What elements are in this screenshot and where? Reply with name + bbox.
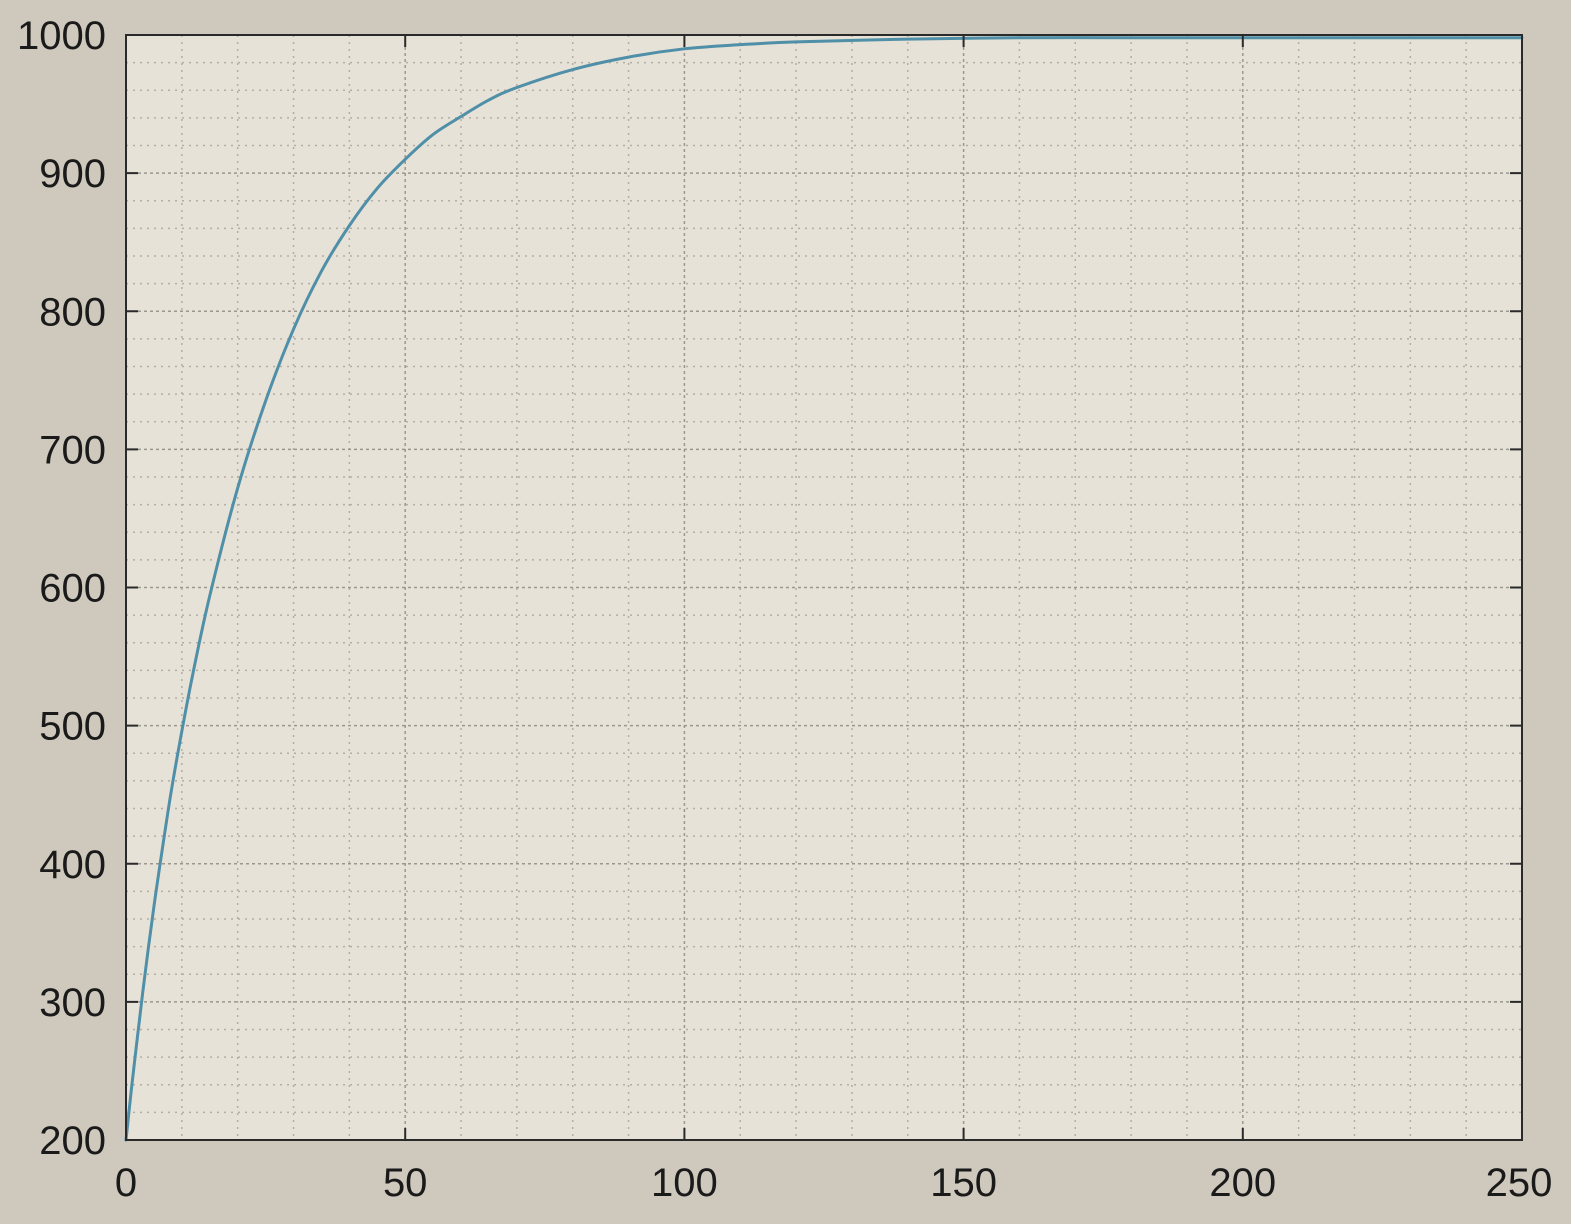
y-tick-label: 1000 <box>17 14 106 58</box>
y-tick-label: 900 <box>39 152 106 196</box>
x-tick-label: 250 <box>1486 1161 1553 1205</box>
tick-marks <box>125 34 1523 1141</box>
series-layer <box>124 36 1524 1142</box>
x-tick-label: 0 <box>115 1161 137 1205</box>
y-tick-label: 800 <box>39 290 106 334</box>
y-tick-label: 600 <box>39 567 106 611</box>
x-tick-label: 100 <box>651 1161 718 1205</box>
y-tick-label: 700 <box>39 428 106 472</box>
y-tick-labels: 200 300 400 500 600 700 800 900 1000 <box>17 14 106 1163</box>
x-tick-labels: 0 50 100 150 200 250 <box>115 1161 1553 1205</box>
minor-grid <box>126 35 1522 1140</box>
y-tick-label: 300 <box>39 981 106 1025</box>
y-tick-label: 400 <box>39 843 106 887</box>
y-tick-label: 500 <box>39 705 106 749</box>
x-tick-label: 50 <box>383 1161 428 1205</box>
x-tick-label: 150 <box>930 1161 997 1205</box>
x-tick-label: 200 <box>1209 1161 1276 1205</box>
y-tick-label: 200 <box>39 1119 106 1163</box>
major-grid <box>125 34 1523 1141</box>
series-line-0 <box>124 36 1524 1142</box>
